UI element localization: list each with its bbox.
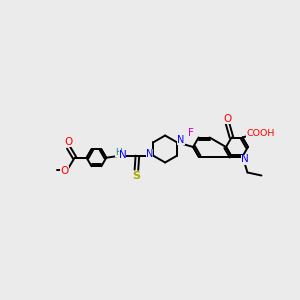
Text: S: S [132, 171, 140, 181]
Text: N: N [241, 154, 248, 164]
Text: O: O [64, 137, 73, 147]
Text: F: F [188, 128, 194, 137]
Text: N: N [118, 150, 126, 160]
Text: H: H [115, 148, 122, 157]
Text: COOH: COOH [246, 129, 275, 138]
Text: N: N [146, 149, 153, 159]
Text: N: N [177, 135, 184, 145]
Text: O: O [224, 113, 232, 124]
Text: O: O [61, 166, 69, 176]
